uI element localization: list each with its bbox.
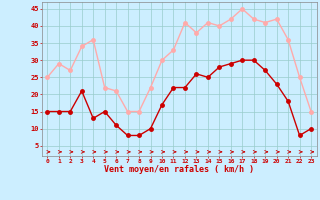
X-axis label: Vent moyen/en rafales ( km/h ): Vent moyen/en rafales ( km/h ) [104, 165, 254, 174]
